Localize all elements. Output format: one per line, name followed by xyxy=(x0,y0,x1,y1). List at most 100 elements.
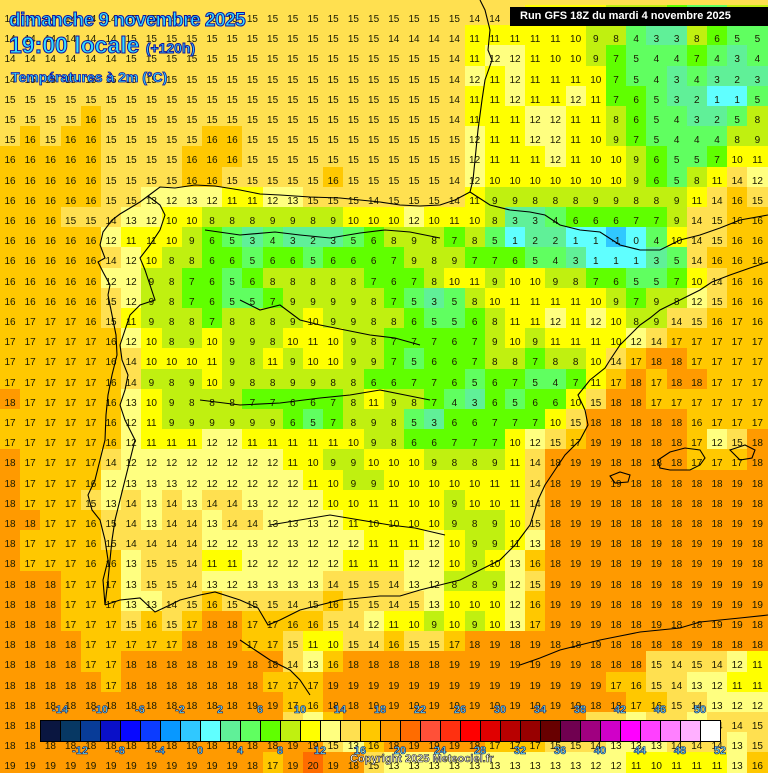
grid-value: 16 xyxy=(751,296,763,308)
grid-value: 6 xyxy=(613,216,619,227)
grid-value: 9 xyxy=(148,276,155,288)
field-cell xyxy=(161,186,182,207)
grid-value: 15 xyxy=(105,155,117,167)
grid-value: 6 xyxy=(269,256,276,268)
grid-value: 15 xyxy=(368,115,380,126)
grid-value: 9 xyxy=(290,216,296,227)
field-cell xyxy=(383,106,404,127)
grid-value: 14 xyxy=(4,54,16,66)
grid-value: 9 xyxy=(673,195,680,207)
legend-label-bottom: -8 xyxy=(115,745,125,758)
grid-value: 4 xyxy=(653,236,660,248)
grid-value: 8 xyxy=(391,236,397,248)
field-cell xyxy=(666,227,687,248)
field-cell xyxy=(161,267,182,288)
field-cell xyxy=(181,65,202,86)
grid-value: 15 xyxy=(307,175,319,187)
grid-value: 15 xyxy=(267,94,279,106)
field-cell xyxy=(303,5,324,26)
grid-value: 1 xyxy=(593,256,599,268)
grid-value: 5 xyxy=(633,74,639,86)
grid-value: 17 xyxy=(731,317,743,328)
grid-value: 11 xyxy=(550,337,561,349)
grid-value: 9 xyxy=(330,296,336,308)
grid-value: 8 xyxy=(431,236,437,248)
grid-value: 16 xyxy=(85,175,97,187)
field-cell xyxy=(686,186,707,207)
field-cell xyxy=(0,146,21,167)
field-cell xyxy=(565,328,586,349)
grid-value: 14 xyxy=(469,14,481,25)
grid-value: 15 xyxy=(226,14,238,25)
field-cell xyxy=(383,126,404,147)
field-cell xyxy=(363,328,384,349)
field-cell xyxy=(141,65,162,86)
field-cell xyxy=(424,45,445,66)
grid-value: 15 xyxy=(145,155,157,167)
grid-value: 15 xyxy=(85,74,97,86)
field-cell xyxy=(545,166,566,187)
grid-value: 9 xyxy=(290,317,296,328)
field-cell xyxy=(202,126,223,147)
field-cell xyxy=(343,227,364,248)
field-cell xyxy=(161,45,182,66)
field-cell xyxy=(343,106,364,127)
grid-value: 6 xyxy=(653,175,660,187)
grid-value: 6 xyxy=(350,256,357,268)
field-cell xyxy=(323,247,344,268)
field-cell xyxy=(0,186,21,207)
field-cell xyxy=(444,65,465,86)
field-cell xyxy=(242,207,263,228)
field-cell xyxy=(181,247,202,268)
grid-value: 15 xyxy=(206,94,218,106)
field-cell xyxy=(707,267,728,288)
field-cell xyxy=(20,227,41,248)
grid-value: 15 xyxy=(711,296,723,308)
field-cell xyxy=(121,227,142,248)
field-cell xyxy=(202,25,223,46)
grid-value: 16 xyxy=(731,195,743,207)
field-cell xyxy=(464,25,485,46)
grid-value: 8 xyxy=(269,337,276,349)
grid-value: 9 xyxy=(633,175,639,187)
grid-value: 15 xyxy=(388,14,400,25)
field-cell xyxy=(60,227,81,248)
legend-swatch xyxy=(321,721,341,741)
field-cell xyxy=(60,45,81,66)
legend-swatch xyxy=(601,721,621,741)
grid-value: 16 xyxy=(65,135,77,147)
field-cell xyxy=(505,106,526,127)
grid-value: 14 xyxy=(711,195,723,207)
field-cell xyxy=(404,45,425,66)
field-cell xyxy=(222,227,243,248)
legend-swatch xyxy=(161,721,181,741)
field-cell xyxy=(505,267,526,288)
grid-value: 17 xyxy=(85,337,97,349)
grid-value: 12 xyxy=(549,115,561,126)
field-cell xyxy=(666,106,687,127)
field-cell xyxy=(666,267,687,288)
grid-value: 15 xyxy=(287,94,299,106)
grid-value: 17 xyxy=(65,357,77,369)
grid-value: 9 xyxy=(633,155,639,167)
grid-value: 16 xyxy=(206,135,218,147)
legend-label-top: 34 xyxy=(533,704,547,717)
field-cell xyxy=(606,166,627,187)
grid-value: 15 xyxy=(388,74,400,86)
field-cell xyxy=(686,207,707,228)
field-cell xyxy=(464,166,485,187)
grid-value: 15 xyxy=(166,14,178,25)
grid-value: 6 xyxy=(572,216,579,227)
field-cell xyxy=(181,186,202,207)
field-cell xyxy=(464,45,485,66)
field-cell xyxy=(626,207,647,228)
grid-value: 15 xyxy=(206,14,218,25)
grid-value: 15 xyxy=(125,14,137,25)
field-cell xyxy=(60,207,81,228)
field-cell xyxy=(141,106,162,127)
field-cell xyxy=(585,308,606,329)
field-cell xyxy=(383,25,404,46)
field-cell xyxy=(545,186,566,207)
field-cell xyxy=(0,106,21,127)
grid-value: 3 xyxy=(290,236,296,248)
